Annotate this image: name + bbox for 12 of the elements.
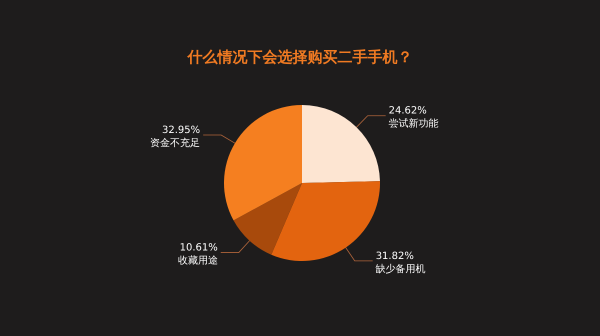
data-label: 31.82%: [376, 250, 414, 262]
data-label: 32.95%: [162, 125, 200, 136]
slice-label: 收藏用途: [178, 254, 218, 267]
pie-slice: [234, 183, 302, 255]
pie-slice: [302, 105, 380, 183]
slice-label: 缺少备用机: [376, 262, 426, 275]
data-label: 10.61%: [180, 242, 218, 254]
slice-label: 尝试新功能: [388, 118, 439, 130]
chart-title: 什么情况下会选择购买二手手机？: [186, 48, 412, 66]
slice-label: 资金不充足: [150, 137, 200, 150]
pie-slice: [224, 105, 302, 220]
data-label: 24.62%: [388, 106, 427, 117]
